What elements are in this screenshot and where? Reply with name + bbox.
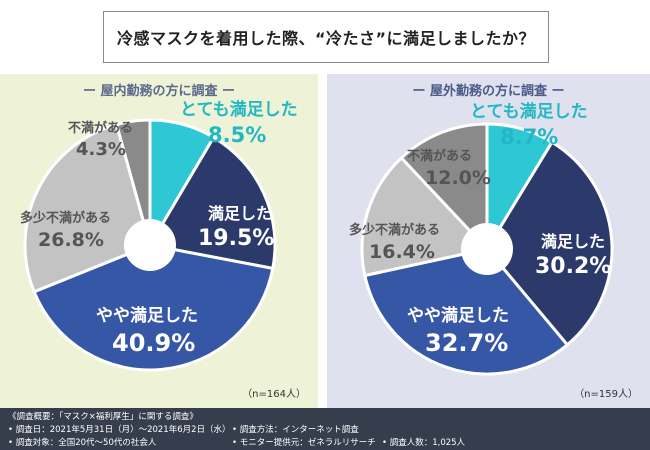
- label-indoor-slightly-dissatisfied-cat: 多少不満がある: [20, 211, 112, 226]
- panel-heading-indoor: ー 屋内勤務の方に調査 ー: [82, 84, 236, 99]
- label-outdoor-satisfied-cat: 満足した: [541, 232, 606, 251]
- label-indoor-satisfied: 満足した 19.5%: [198, 204, 274, 250]
- pie-slice-outdoor-satisfied: [485, 140, 614, 347]
- pie-slice-indoor-slightly-dissatisfied: [23, 122, 152, 294]
- label-outdoor-dissatisfied-pct: 12.0%: [425, 167, 491, 189]
- pie-slice-outdoor-somewhat-satisfied: [363, 247, 570, 376]
- pie-chart-outdoor: [360, 122, 614, 376]
- panel-outdoor: ー 屋外勤務の方に調査 ー とても満足した 8.7% 満足した 30.2% やや…: [327, 74, 650, 408]
- panel-indoor: ー 屋内勤務の方に調査 ー とても満足した 8.5% 満足した 19.5% やや…: [0, 74, 318, 408]
- label-indoor-slightly-dissatisfied: 多少不満がある 26.8%: [20, 212, 111, 250]
- survey-footer: 《調査概要：「マスク×福利厚生」に関する調査》 • 調査日：2021年5月31日…: [0, 408, 650, 450]
- label-outdoor-slightly-dissatisfied-pct: 16.4%: [369, 241, 435, 263]
- footer-overview: 《調査概要：「マスク×福利厚生」に関する調査》: [8, 412, 198, 422]
- footer-count: • 調査人数：1,025人: [382, 438, 466, 448]
- label-indoor-somewhat-satisfied-pct: 40.9%: [112, 329, 196, 357]
- title-box: 冷感マスクを着用した際、“冷たさ”に満足しましたか？: [103, 11, 549, 63]
- label-outdoor-slightly-dissatisfied: 多少不満がある 16.4%: [349, 224, 440, 262]
- label-outdoor-somewhat-satisfied-pct: 32.7%: [425, 329, 509, 357]
- label-outdoor-satisfied: 満足した 30.2%: [535, 232, 611, 278]
- label-outdoor-somewhat-satisfied: やや満足した 32.7%: [407, 306, 509, 357]
- label-outdoor-somewhat-satisfied-cat: やや満足した: [407, 306, 509, 326]
- sample-size-indoor: （n=164人）: [242, 389, 306, 400]
- label-indoor-dissatisfied-pct: 4.3%: [76, 139, 126, 160]
- footer-provider: • モニター提供元：ゼネラルリサーチ: [232, 438, 376, 448]
- footer-method: • 調査方法：インターネット調査: [232, 425, 359, 435]
- pie-center-hole-outdoor: [461, 223, 513, 275]
- label-indoor-satisfied-cat: 満足した: [208, 204, 273, 223]
- footer-date: • 調査日：2021年5月31日（月）〜2021年6月2日（水）: [8, 425, 231, 435]
- pie-slice-indoor-satisfied: [147, 135, 277, 271]
- panel-heading-outdoor: ー 屋外勤務の方に調査 ー: [412, 84, 565, 99]
- page-title: 冷感マスクを着用した際、“冷たさ”に満足しましたか？: [116, 29, 536, 48]
- label-indoor-somewhat-satisfied-cat: やや満足した: [96, 306, 198, 326]
- label-indoor-very-satisfied-cat: とても満足した: [180, 100, 298, 120]
- pie-slice-outdoor-slightly-dissatisfied: [360, 155, 490, 278]
- label-outdoor-dissatisfied: 不満がある 12.0%: [407, 150, 491, 188]
- label-outdoor-very-satisfied-cat: とても満足した: [470, 102, 588, 122]
- pie-slice-indoor-somewhat-satisfied: [32, 243, 275, 372]
- label-outdoor-slightly-dissatisfied-cat: 多少不満がある: [349, 223, 441, 238]
- pie-chart-indoor: [23, 118, 277, 372]
- label-outdoor-very-satisfied-pct: 8.7%: [500, 125, 559, 149]
- label-outdoor-very-satisfied: とても満足した 8.7%: [470, 104, 588, 148]
- pie-slice-outdoor-dissatisfied: [399, 122, 489, 253]
- sample-size-outdoor: （n=159人）: [574, 389, 638, 400]
- label-indoor-satisfied-pct: 19.5%: [198, 226, 275, 251]
- label-indoor-dissatisfied-cat: 不満がある: [68, 121, 134, 136]
- label-indoor-slightly-dissatisfied-pct: 26.8%: [38, 229, 104, 251]
- label-indoor-somewhat-satisfied: やや満足した 40.9%: [96, 306, 198, 357]
- footer-target: • 調査対象：全国20代〜50代の社会人: [8, 438, 157, 448]
- label-indoor-very-satisfied: とても満足した 8.5%: [180, 102, 298, 146]
- label-outdoor-dissatisfied-cat: 不満がある: [407, 149, 473, 164]
- label-indoor-dissatisfied: 不満がある 4.3%: [68, 122, 133, 159]
- label-indoor-very-satisfied-pct: 8.5%: [208, 123, 267, 147]
- pie-slice-indoor-dissatisfied: [114, 118, 152, 246]
- pie-center-hole-indoor: [124, 219, 176, 271]
- label-outdoor-satisfied-pct: 30.2%: [535, 254, 612, 279]
